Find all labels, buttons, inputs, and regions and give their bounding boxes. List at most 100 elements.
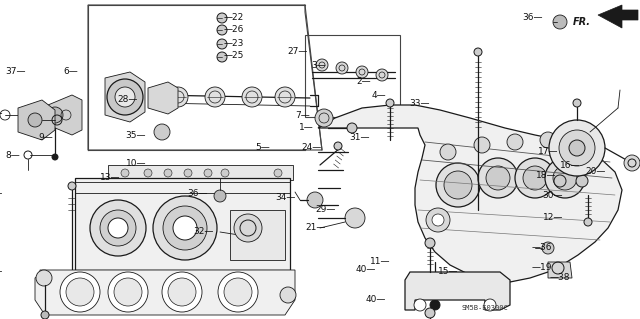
Circle shape xyxy=(217,25,227,35)
Text: 20—: 20— xyxy=(586,167,606,176)
Circle shape xyxy=(163,206,207,250)
Text: 24—: 24— xyxy=(301,144,322,152)
Text: 35—: 35— xyxy=(125,130,146,139)
Bar xyxy=(108,165,293,180)
Circle shape xyxy=(523,166,547,190)
Text: 32—: 32— xyxy=(194,227,214,236)
Circle shape xyxy=(386,99,394,107)
Circle shape xyxy=(307,192,323,208)
Bar xyxy=(230,210,285,260)
Text: 40—: 40— xyxy=(365,295,386,305)
Text: 5—: 5— xyxy=(255,144,270,152)
Text: 9—: 9— xyxy=(38,133,53,143)
Circle shape xyxy=(576,175,588,187)
Circle shape xyxy=(430,300,440,310)
Polygon shape xyxy=(105,72,145,122)
Text: 37—: 37— xyxy=(6,68,26,77)
Text: 15—: 15— xyxy=(438,268,458,277)
Circle shape xyxy=(376,69,388,81)
Text: 34—: 34— xyxy=(276,194,296,203)
Text: 10—: 10— xyxy=(125,160,146,168)
Circle shape xyxy=(217,13,227,23)
Text: 13—: 13— xyxy=(99,173,120,182)
Text: 3—: 3— xyxy=(311,61,326,70)
Circle shape xyxy=(28,113,42,127)
Text: 28—: 28— xyxy=(118,95,138,105)
Text: 11—: 11— xyxy=(369,257,390,266)
Bar xyxy=(305,35,400,117)
Text: SM5B-E0300C: SM5B-E0300C xyxy=(462,305,509,311)
Circle shape xyxy=(486,166,510,190)
Polygon shape xyxy=(48,95,82,135)
Text: 16—: 16— xyxy=(559,160,580,169)
Circle shape xyxy=(507,134,523,150)
Circle shape xyxy=(426,208,450,232)
Circle shape xyxy=(275,87,295,107)
Text: 17—: 17— xyxy=(538,147,558,157)
Text: 27—: 27— xyxy=(287,48,308,56)
Circle shape xyxy=(573,99,581,107)
Text: 21—: 21— xyxy=(306,224,326,233)
Text: 29—: 29— xyxy=(316,205,336,214)
Circle shape xyxy=(356,66,368,78)
Circle shape xyxy=(242,87,262,107)
Circle shape xyxy=(549,120,605,176)
Circle shape xyxy=(436,163,480,207)
Circle shape xyxy=(334,142,342,150)
Text: 36—: 36— xyxy=(522,13,543,23)
Polygon shape xyxy=(598,5,638,28)
Circle shape xyxy=(414,299,426,311)
Polygon shape xyxy=(18,100,55,140)
Circle shape xyxy=(205,87,225,107)
Text: FR.: FR. xyxy=(573,17,591,27)
Bar xyxy=(545,172,597,190)
Circle shape xyxy=(173,216,197,240)
Circle shape xyxy=(121,169,129,177)
Circle shape xyxy=(554,175,566,187)
Circle shape xyxy=(569,140,585,156)
Text: 14—: 14— xyxy=(0,268,3,277)
Circle shape xyxy=(540,132,556,148)
Circle shape xyxy=(47,107,63,123)
Circle shape xyxy=(474,48,482,56)
Circle shape xyxy=(162,272,202,312)
Circle shape xyxy=(164,169,172,177)
Circle shape xyxy=(545,158,585,198)
Circle shape xyxy=(474,137,490,153)
Circle shape xyxy=(624,155,640,171)
Circle shape xyxy=(315,109,333,127)
Circle shape xyxy=(168,278,196,306)
Circle shape xyxy=(108,272,148,312)
Text: —23: —23 xyxy=(224,40,244,48)
Circle shape xyxy=(184,169,192,177)
Text: 39—: 39— xyxy=(0,108,3,117)
Circle shape xyxy=(41,311,49,319)
Text: 6—: 6— xyxy=(63,68,78,77)
Text: —19: —19 xyxy=(532,263,552,272)
Polygon shape xyxy=(405,272,510,310)
Circle shape xyxy=(444,171,472,199)
Circle shape xyxy=(114,278,142,306)
Text: 4—: 4— xyxy=(371,91,386,100)
Text: 31—: 31— xyxy=(349,133,370,143)
Circle shape xyxy=(425,238,435,248)
Circle shape xyxy=(107,79,143,115)
Text: 41—: 41— xyxy=(0,189,3,198)
Circle shape xyxy=(347,123,357,133)
Circle shape xyxy=(60,272,100,312)
Circle shape xyxy=(204,169,212,177)
Circle shape xyxy=(432,214,444,226)
Circle shape xyxy=(90,200,146,256)
Circle shape xyxy=(153,196,217,260)
Polygon shape xyxy=(548,262,572,278)
Polygon shape xyxy=(148,82,178,114)
Text: 1—: 1— xyxy=(300,123,314,132)
Bar xyxy=(75,178,290,270)
Text: 12—: 12— xyxy=(543,213,563,222)
Circle shape xyxy=(144,169,152,177)
Circle shape xyxy=(484,299,496,311)
Circle shape xyxy=(316,59,328,71)
Text: —22: —22 xyxy=(224,13,244,23)
Text: —38: —38 xyxy=(550,273,570,283)
Text: 36—: 36— xyxy=(188,189,208,198)
